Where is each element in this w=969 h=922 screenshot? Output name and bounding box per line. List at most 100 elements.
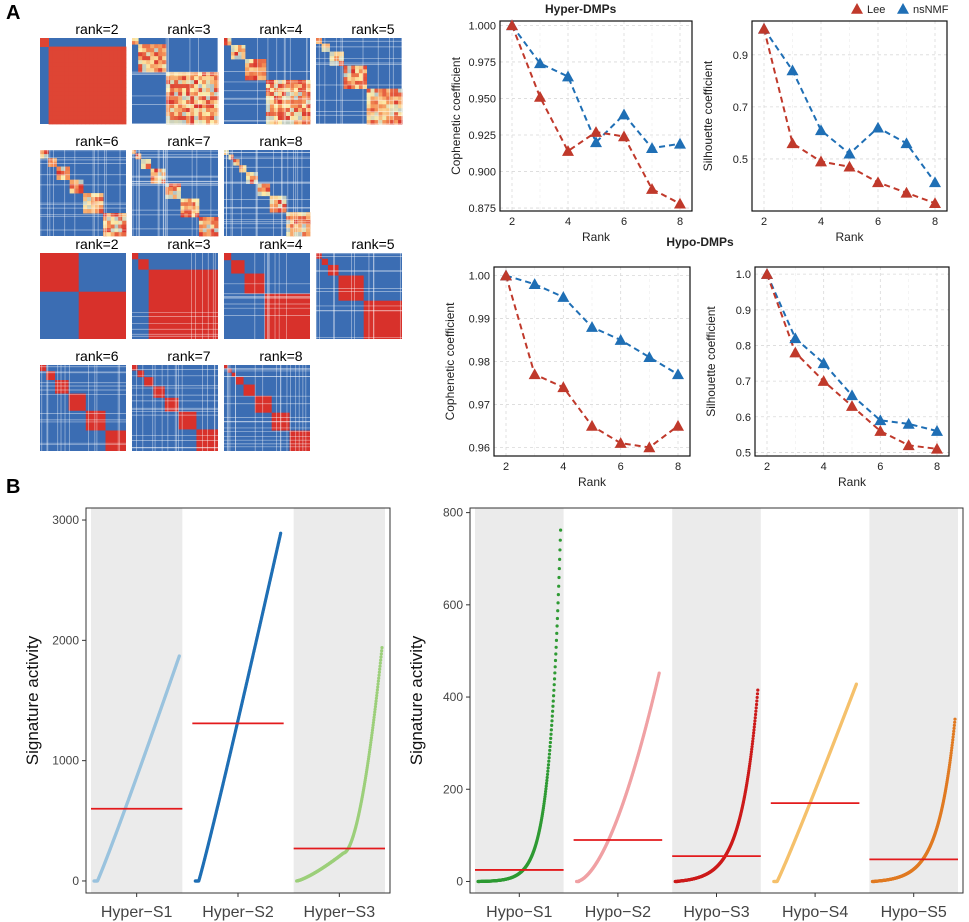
- consensus-cell: [378, 112, 383, 117]
- consensus-cell: [273, 195, 279, 201]
- consensus-cell: [305, 83, 311, 89]
- consensus-cell: [81, 46, 86, 52]
- activity-point: [550, 714, 554, 718]
- consensus-cell: [214, 220, 219, 225]
- consensus-cell: [186, 88, 191, 93]
- y-tick-label: 0.925: [468, 130, 496, 142]
- hyper-consensus-heatmap: [224, 150, 311, 237]
- plot-area: [752, 21, 947, 211]
- consensus-cell: [105, 50, 111, 56]
- consensus-cell: [294, 224, 299, 229]
- consensus-cell: [305, 119, 311, 125]
- consensus-cell: [370, 96, 375, 101]
- activity-point: [375, 688, 379, 692]
- activity-point: [377, 676, 381, 680]
- consensus-cell: [214, 108, 219, 113]
- consensus-cell: [48, 75, 54, 80]
- activity-point: [949, 751, 953, 755]
- consensus-cell: [97, 83, 102, 88]
- consensus-cell: [48, 99, 54, 105]
- consensus-cell: [113, 111, 119, 117]
- activity-point: [950, 740, 955, 745]
- consensus-cell: [132, 38, 136, 42]
- activity-point: [951, 732, 956, 736]
- consensus-cell: [83, 205, 88, 210]
- consensus-cell: [210, 220, 215, 225]
- legend-lee-marker: [851, 3, 863, 14]
- consensus-cell: [77, 107, 82, 113]
- consensus-cell: [64, 107, 70, 113]
- consensus-cell: [394, 112, 399, 117]
- consensus-cell: [382, 120, 387, 125]
- y-tick-label: 0: [456, 874, 463, 888]
- consensus-cell: [224, 150, 227, 153]
- consensus-cell: [60, 119, 66, 125]
- consensus-cell: [150, 44, 155, 49]
- consensus-cell: [121, 91, 127, 96]
- consensus-cell: [89, 50, 94, 56]
- activity-point: [949, 748, 954, 753]
- consensus-cell: [293, 99, 299, 105]
- consensus-cell: [186, 92, 191, 97]
- activity-point: [753, 719, 757, 723]
- activity-point: [549, 736, 553, 741]
- consensus-cell: [56, 170, 62, 176]
- consensus-cell: [378, 104, 383, 109]
- consensus-cell: [73, 58, 78, 64]
- consensus-cell: [150, 175, 155, 180]
- nsnmf-point: [643, 351, 656, 363]
- consensus-cell: [113, 115, 119, 121]
- consensus-cell: [109, 75, 115, 80]
- consensus-cell: [113, 99, 119, 105]
- consensus-cell: [174, 120, 179, 125]
- consensus-cell: [121, 54, 127, 60]
- consensus-cell: [293, 119, 299, 125]
- consensus-cell: [64, 54, 70, 60]
- consensus-cell: [269, 119, 275, 125]
- activity-point: [547, 759, 551, 763]
- consensus-cell: [286, 232, 291, 237]
- consensus-cell: [52, 58, 58, 64]
- consensus-cell: [69, 184, 75, 189]
- consensus-cell: [382, 96, 387, 101]
- activity-point: [750, 742, 754, 746]
- consensus-cell: [93, 87, 98, 92]
- consensus-cell: [206, 92, 211, 97]
- consensus-cell: [73, 115, 78, 121]
- consensus-cell: [302, 216, 307, 221]
- y-axis-title: Signature activity: [407, 635, 426, 765]
- consensus-cell: [56, 46, 62, 52]
- consensus-cell: [358, 77, 364, 82]
- consensus-cell: [110, 228, 115, 233]
- consensus-cell: [150, 68, 155, 73]
- activity-point: [749, 750, 754, 754]
- consensus-cell: [117, 75, 123, 80]
- consensus-cell: [118, 216, 123, 222]
- consensus-cell: [64, 87, 70, 92]
- nsnmf-point: [815, 124, 827, 136]
- consensus-cell: [52, 119, 58, 125]
- consensus-cell: [52, 62, 58, 68]
- activity-point: [376, 679, 380, 683]
- consensus-cell: [97, 62, 102, 68]
- consensus-cell: [302, 228, 307, 233]
- consensus-cell: [60, 71, 66, 76]
- consensus-cell: [109, 71, 115, 76]
- consensus-block: [231, 260, 245, 274]
- consensus-cell: [93, 62, 98, 68]
- consensus-cell: [257, 187, 263, 193]
- consensus-cell: [93, 50, 98, 56]
- consensus-cell: [73, 103, 78, 109]
- consensus-cell: [297, 115, 303, 121]
- consensus-cell: [60, 87, 66, 92]
- consensus-cell: [374, 108, 379, 113]
- hyper-heatmap-label: rank=5: [351, 21, 394, 37]
- consensus-cell: [245, 71, 250, 77]
- consensus-cell: [190, 120, 195, 125]
- hypo-heatmap-label: rank=7: [167, 348, 210, 364]
- lee-point: [815, 155, 827, 167]
- consensus-cell: [77, 50, 82, 56]
- activity-point: [754, 709, 758, 713]
- consensus-cell: [182, 112, 187, 117]
